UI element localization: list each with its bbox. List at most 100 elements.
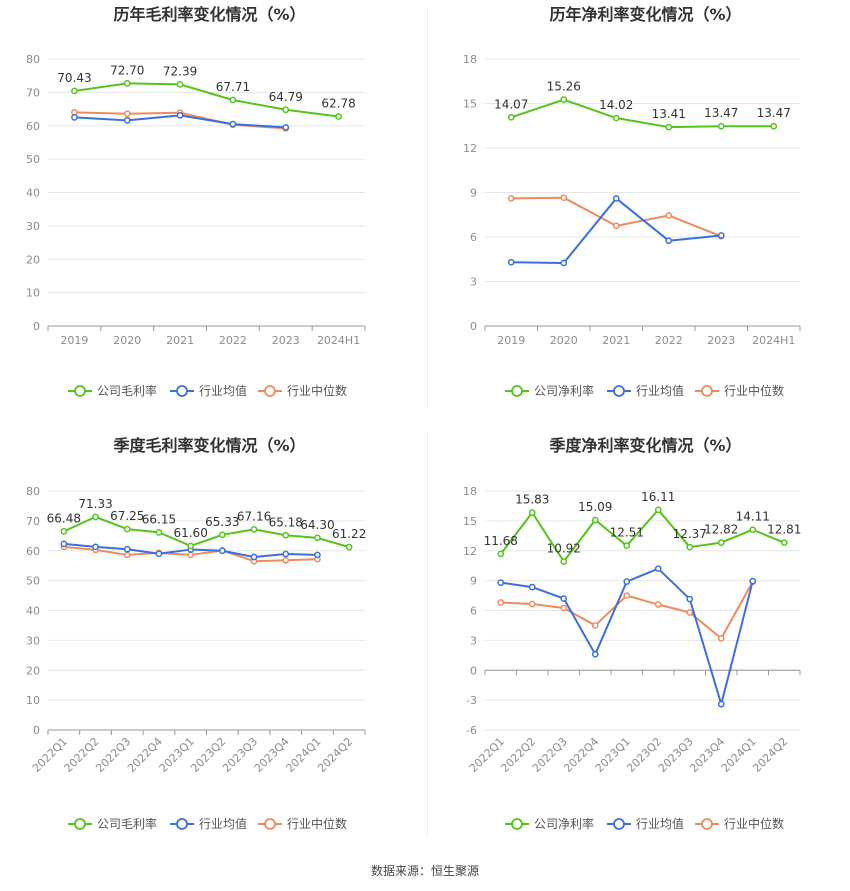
series-line-avg	[500, 567, 754, 706]
legend-marker-median	[701, 385, 713, 397]
series-line-company	[74, 82, 339, 118]
legend-label-median: 行业中位数	[287, 816, 347, 831]
data-point-median	[612, 222, 620, 230]
data-point-median	[560, 194, 568, 202]
series-line-company	[63, 515, 350, 549]
data-point-company	[345, 543, 353, 551]
data-label: 67.71	[216, 80, 250, 94]
data-label: 64.79	[269, 90, 303, 104]
legend-marker-company	[511, 385, 523, 397]
data-label: 13.41	[652, 107, 686, 121]
divider-vertical	[427, 432, 428, 837]
legend-label-company: 公司净利率	[534, 383, 594, 398]
data-point-avg	[507, 258, 515, 266]
data-point-avg	[686, 595, 694, 603]
data-label: 72.70	[110, 63, 144, 77]
chart-quarterly-net: 季度净利率变化情况（%） -6 -3 0 3 6 9 12 15 18 2022Q1 2022Q2 20…	[425, 425, 850, 854]
data-point-median	[591, 622, 599, 629]
legend-label-median: 行业中位数	[724, 383, 784, 398]
y-tick-label: 50	[26, 153, 40, 166]
data-point-company	[282, 531, 290, 539]
y-tick-label: 20	[26, 664, 40, 677]
legend-label-company: 公司毛利率	[97, 816, 157, 831]
data-label: 15.09	[578, 500, 612, 514]
data-point-avg	[314, 551, 321, 559]
x-tick-label: 2023	[707, 334, 735, 347]
data-point-company	[780, 539, 788, 547]
y-tick-label: 0	[33, 320, 40, 333]
y-tick-label: 3	[470, 276, 477, 289]
legend-marker-avg	[176, 818, 188, 830]
data-point-avg	[749, 577, 757, 585]
data-label: 16.11	[641, 490, 675, 504]
chart-annual-net: 历年净利率变化情况（%） 0 3 6 9 12 15 18 2019 2020 2021 2022 20…	[425, 0, 850, 424]
data-point-company	[335, 113, 342, 120]
data-point-company	[654, 506, 662, 514]
data-label: 11.68	[484, 534, 518, 548]
data-label: 64.30	[300, 518, 334, 532]
data-point-median	[717, 635, 725, 642]
y-tick-label: 40	[26, 605, 40, 618]
data-point-median	[623, 592, 631, 599]
y-tick-label: 18	[463, 53, 477, 66]
chart-title: 历年净利率变化情况（%）	[549, 5, 741, 24]
data-label: 61.60	[173, 526, 207, 540]
data-point-company	[155, 529, 163, 536]
legend-label-median: 行业中位数	[724, 816, 784, 831]
data-point-avg	[176, 112, 184, 119]
legend-marker-company	[74, 818, 86, 830]
y-tick-label: 18	[463, 485, 477, 498]
y-tick-label: 9	[470, 575, 477, 588]
data-point-avg	[717, 700, 725, 708]
data-point-avg	[250, 553, 258, 561]
y-tick-label: 70	[26, 86, 40, 99]
legend-marker-company	[74, 385, 86, 397]
y-tick-label: 80	[26, 485, 40, 498]
y-tick-label: 15	[463, 98, 477, 111]
data-point-avg	[612, 195, 620, 202]
data-label: 65.33	[205, 515, 239, 529]
chart-title: 季度净利率变化情况（%）	[548, 436, 741, 455]
legend-label-company: 公司净利率	[534, 816, 594, 831]
data-point-company	[612, 114, 620, 122]
x-tick-label: 2022	[219, 334, 247, 347]
data-label: 13.47	[757, 106, 791, 120]
y-tick-label: 12	[463, 142, 477, 155]
data-point-avg	[528, 583, 536, 591]
legend-marker-company	[511, 818, 523, 830]
series-line-avg	[511, 197, 722, 264]
data-point-median	[686, 609, 694, 616]
divider-vertical	[427, 8, 428, 408]
legend-label-avg: 行业均值	[199, 816, 247, 831]
x-tick-label: 2024Q2	[750, 735, 790, 775]
data-point-company	[560, 558, 568, 565]
data-point-median	[497, 599, 505, 606]
data-point-avg	[123, 545, 131, 553]
data-label: 67.16	[237, 509, 271, 523]
legend-label-avg: 行业均值	[636, 383, 684, 398]
y-tick-label: 60	[26, 545, 40, 558]
data-point-company	[282, 106, 290, 114]
y-tick-label: 9	[470, 187, 477, 200]
data-point-company	[665, 123, 673, 131]
data-point-avg	[623, 578, 631, 585]
chart-title: 历年毛利率变化情况（%）	[113, 5, 305, 24]
data-label: 13.47	[704, 106, 738, 120]
y-tick-label: 0	[470, 320, 477, 333]
data-point-median	[507, 195, 515, 202]
legend-marker-median	[264, 385, 276, 397]
legend-marker-median	[701, 818, 713, 830]
source-note: 数据来源：恒生聚源	[370, 864, 479, 878]
data-point-avg	[717, 232, 725, 239]
y-tick-label: -6	[466, 724, 477, 737]
y-tick-label: 70	[26, 515, 40, 528]
data-point-median	[560, 604, 568, 612]
y-tick-label: 60	[26, 120, 40, 133]
data-point-avg	[560, 595, 568, 602]
data-point-median	[123, 110, 131, 118]
data-point-company	[123, 525, 131, 533]
y-tick-label: 6	[470, 605, 477, 618]
y-tick-label: 30	[26, 634, 40, 647]
x-tick-label: 2022	[655, 334, 683, 347]
legend-marker-avg	[176, 385, 188, 397]
